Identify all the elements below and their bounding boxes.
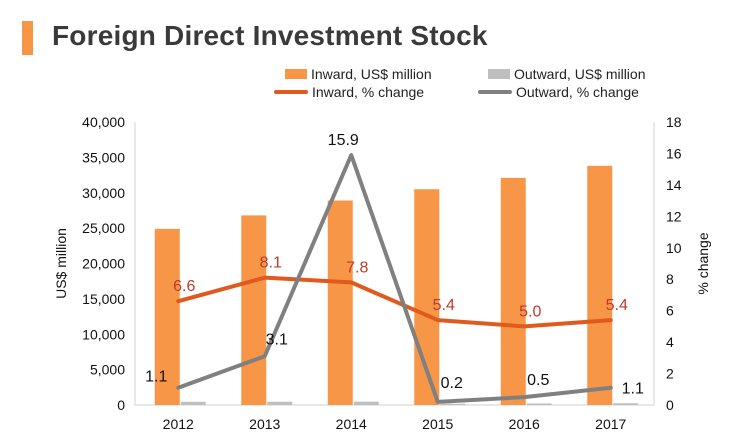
y-tick-label-left: 10,000 xyxy=(82,326,125,342)
y-tick-label-left: 25,000 xyxy=(82,220,125,236)
bar-inward-stock xyxy=(241,215,267,405)
data-label-outward-change: 15.9 xyxy=(328,132,359,149)
legend-label-inward-change: Inward, % change xyxy=(312,84,425,100)
y-tick-label-left: 15,000 xyxy=(82,291,125,307)
data-label-outward-change: 0.5 xyxy=(527,372,549,389)
data-label-inward-change: 8.1 xyxy=(260,255,282,272)
y-tick-label-right: 0 xyxy=(666,397,674,413)
data-label-inward-change: 5.0 xyxy=(519,303,541,320)
legend-swatch-outward-stock xyxy=(488,69,510,79)
y-tick-label-left: 40,000 xyxy=(82,114,125,130)
y-tick-label-right: 2 xyxy=(666,366,674,382)
data-label-outward-change: 0.2 xyxy=(441,375,463,392)
bar-inward-stock xyxy=(327,200,353,405)
bar-outward-stock xyxy=(526,403,552,405)
data-label-inward-change: 6.6 xyxy=(173,278,195,295)
data-label-outward-change: 1.1 xyxy=(145,369,167,386)
y-tick-label-left: 0 xyxy=(117,397,125,413)
page-title: Foreign Direct Investment Stock xyxy=(52,20,488,51)
x-tick-label: 2015 xyxy=(422,416,453,432)
legend-swatch-outward-change xyxy=(478,90,512,94)
data-label-outward-change: 1.1 xyxy=(622,381,644,398)
y-tick-label-left: 35,000 xyxy=(82,149,125,165)
y-tick-label-right: 10 xyxy=(666,240,682,256)
data-label-inward-change: 7.8 xyxy=(346,259,368,276)
legend-item-inward-stock: Inward, US$ million xyxy=(285,66,432,82)
legend-item-outward-stock: Outward, US$ million xyxy=(488,66,646,82)
x-tick-label: 2016 xyxy=(509,416,540,432)
legend-swatch-inward-change xyxy=(274,90,308,94)
x-tick-label: 2014 xyxy=(336,416,367,432)
bar-inward-stock xyxy=(154,228,180,405)
legend-label-outward-stock: Outward, US$ million xyxy=(514,66,646,82)
data-label-inward-change: 5.4 xyxy=(606,297,628,314)
x-tick-label: 2012 xyxy=(163,416,194,432)
y-tick-label-right: 6 xyxy=(666,303,674,319)
legend-item-inward-change: Inward, % change xyxy=(274,84,424,100)
bar-outward-stock xyxy=(613,403,639,405)
bar-outward-stock xyxy=(440,403,466,405)
legend-swatch-inward-stock xyxy=(285,69,307,79)
title-accent-bar xyxy=(22,21,33,55)
y-tick-label-right: 8 xyxy=(666,271,674,287)
y-axis-title-left: US$ million xyxy=(53,228,69,299)
legend-item-outward-change: Outward, % change xyxy=(478,84,639,100)
y-tick-label-right: 16 xyxy=(666,145,682,161)
y-tick-label-right: 12 xyxy=(666,208,682,224)
line-inward-change xyxy=(176,275,613,329)
y-tick-label-right: 14 xyxy=(666,177,682,193)
y-tick-label-right: 4 xyxy=(666,334,674,350)
data-label-inward-change: 5.4 xyxy=(433,297,455,314)
y-tick-label-right: 18 xyxy=(666,114,682,130)
bar-outward-stock xyxy=(180,401,206,405)
x-tick-label: 2017 xyxy=(595,416,626,432)
data-label-outward-change: 3.1 xyxy=(266,331,288,348)
bar-outward-stock xyxy=(353,401,379,405)
x-tick-label: 2013 xyxy=(249,416,280,432)
bar-outward-stock xyxy=(267,401,293,405)
y-axis-title-right: % change xyxy=(695,232,711,294)
y-tick-label-left: 30,000 xyxy=(82,185,125,201)
legend-label-outward-change: Outward, % change xyxy=(516,84,639,100)
line-outward-change xyxy=(176,153,613,404)
y-tick-label-left: 20,000 xyxy=(82,256,125,272)
bar-inward-stock xyxy=(500,177,526,405)
y-tick-label-left: 5,000 xyxy=(90,362,125,378)
bar-inward-stock xyxy=(587,165,613,405)
legend-label-inward-stock: Inward, US$ million xyxy=(311,66,432,82)
